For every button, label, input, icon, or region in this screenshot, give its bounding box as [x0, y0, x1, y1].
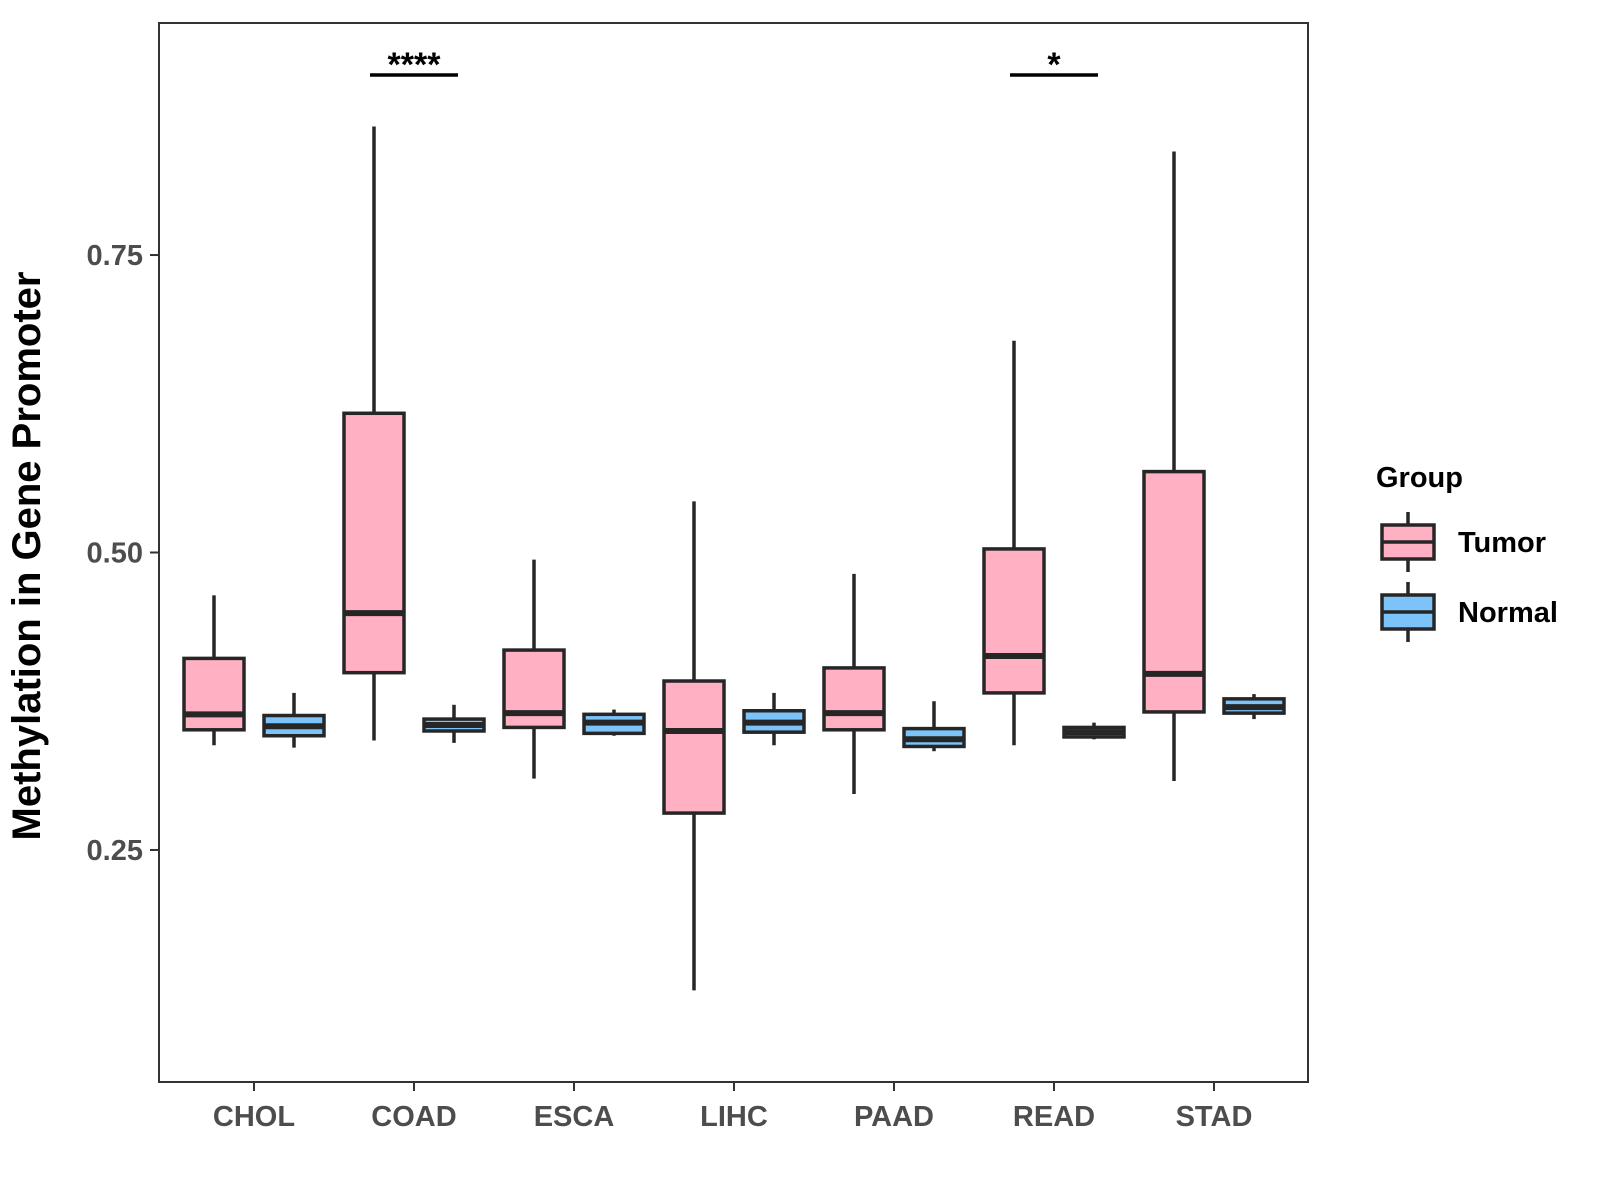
box-iqr: [182, 656, 246, 732]
significance-annotations: **** *: [370, 46, 1098, 84]
box-iqr: [342, 411, 406, 675]
x-tick-label-paad: PAAD: [854, 1101, 934, 1133]
legend: Group Tumor Normal: [1376, 462, 1558, 642]
box-tumor-esca: [502, 559, 566, 779]
x-tick-label-esca: ESCA: [534, 1101, 615, 1133]
x-axis: CHOL COAD ESCA LIHC PAAD READ STAD: [213, 1082, 1252, 1133]
significance-coad: ****: [370, 46, 458, 84]
legend-entry-tumor: Tumor: [1380, 512, 1546, 572]
boxes-layer: [182, 126, 1286, 991]
box-normal-paad: [902, 701, 966, 752]
x-tick-label-coad: COAD: [371, 1101, 456, 1133]
box-normal-coad: [422, 704, 486, 743]
box-normal-chol: [262, 692, 326, 748]
box-tumor-read: [982, 340, 1046, 746]
y-tick-label-0-75: 0.75: [87, 240, 143, 272]
box-tumor-chol: [182, 595, 246, 746]
x-tick-label-lihc: LIHC: [700, 1101, 768, 1133]
legend-title: Group: [1376, 462, 1463, 494]
box-iqr: [982, 547, 1046, 695]
box-normal-read: [1062, 722, 1126, 740]
y-tick-label-0-25: 0.25: [87, 835, 143, 867]
box-iqr: [662, 679, 726, 815]
y-tick-label-0-50: 0.50: [87, 538, 143, 570]
box-tumor-lihc: [662, 501, 726, 991]
box-normal-lihc: [742, 692, 806, 746]
legend-entries: Tumor Normal: [1380, 512, 1558, 642]
box-tumor-stad: [1142, 151, 1206, 781]
legend-label-normal: Normal: [1458, 597, 1558, 629]
significance-label: ****: [388, 46, 442, 84]
box-normal-esca: [582, 709, 646, 736]
y-axis: 0.25 0.50 0.75: [87, 240, 159, 867]
box-normal-stad: [1222, 694, 1286, 720]
box-tumor-coad: [342, 126, 406, 741]
box-tumor-paad: [822, 573, 886, 795]
x-tick-label-read: READ: [1013, 1101, 1095, 1133]
legend-label-tumor: Tumor: [1458, 527, 1546, 559]
box-iqr: [822, 666, 886, 732]
significance-label: *: [1047, 46, 1061, 84]
legend-entry-normal: Normal: [1380, 582, 1558, 642]
x-tick-label-stad: STAD: [1176, 1101, 1253, 1133]
significance-read: *: [1010, 46, 1098, 84]
y-axis-title: Methylation in Gene Promoter: [5, 272, 49, 841]
x-tick-label-chol: CHOL: [213, 1101, 295, 1133]
